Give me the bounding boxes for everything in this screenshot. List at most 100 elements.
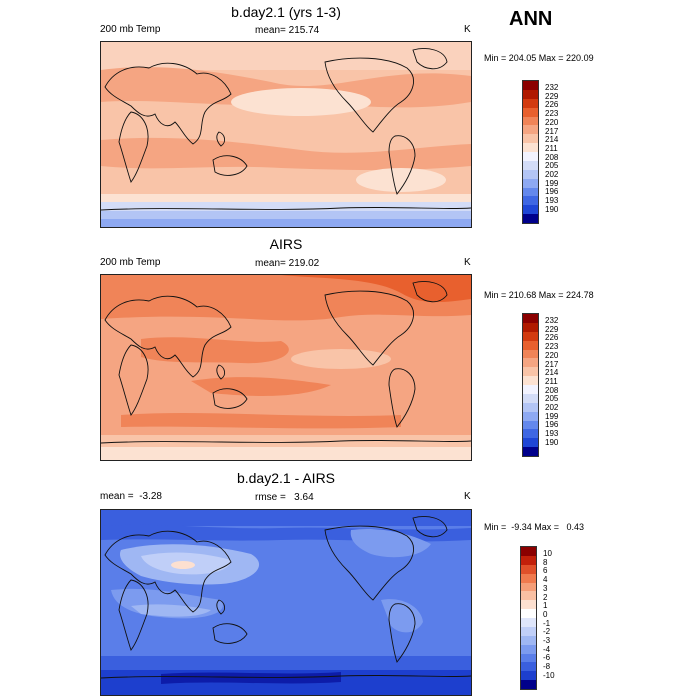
- cbar1-swatch: [523, 214, 538, 223]
- panel2-variable-label: 200 mb Temp: [100, 257, 161, 268]
- cbar2-swatch: [523, 420, 538, 430]
- cbar3-label: -1: [543, 618, 551, 628]
- cbar3-swatch: [521, 626, 536, 636]
- panel2-coastlines: [101, 281, 471, 444]
- cbar3-swatch: [521, 644, 536, 654]
- cbar1-swatch: [523, 98, 538, 108]
- cbar2-swatch: [523, 314, 538, 323]
- cbar3-label: 10: [543, 549, 552, 558]
- panel2-colorbar-labels: 232 229 226 223 220 217 214 211 208 205 …: [545, 316, 575, 448]
- cbar3-swatch: [521, 653, 536, 663]
- panel1-title: b.day2.1 (yrs 1-3): [231, 4, 341, 20]
- panel3-min-max: Min = -9.34 Max = 0.43: [484, 522, 585, 532]
- cbar2-label: 232: [545, 316, 559, 325]
- cbar2-label: 223: [545, 342, 559, 352]
- cbar3-label: 6: [543, 566, 548, 576]
- cbar3-label: 8: [543, 557, 548, 567]
- cbar3-swatch: [521, 609, 536, 618]
- panel1-map: [100, 41, 472, 228]
- panel3-colorbar-labels: 10 8 6 4 3 2 1 0 -1 -2 -3 -4 -6 -8 -10: [543, 549, 573, 681]
- cbar3-swatch: [521, 600, 536, 610]
- cbar2-swatch: [523, 429, 538, 439]
- cbar3-label: -3: [543, 636, 551, 646]
- panel3-coastlines: [101, 516, 471, 679]
- cbar2-label: 226: [545, 333, 559, 343]
- cbar2-label: 202: [545, 403, 559, 413]
- cbar2-label: 211: [545, 376, 558, 386]
- cbar2-swatch: [523, 402, 538, 412]
- cbar2-label: 199: [545, 411, 559, 421]
- cbar1-label: 193: [545, 196, 559, 206]
- cbar1-label: 205: [545, 161, 559, 171]
- cbar2-label: 193: [545, 429, 559, 439]
- cbar1-label: 229: [545, 91, 559, 101]
- cbar1-label: 208: [545, 152, 559, 162]
- cbar3-swatch: [521, 618, 536, 627]
- cbar1-swatch: [523, 152, 538, 161]
- cbar2-label: 205: [545, 394, 559, 404]
- cbar2-swatch: [523, 367, 538, 377]
- panel1-min-max: Min = 204.05 Max = 220.09: [484, 53, 594, 63]
- cbar3-label: 0: [543, 609, 548, 619]
- panel3-units-label: K: [464, 491, 471, 502]
- cbar1-label: 196: [545, 187, 559, 197]
- cbar1-swatch: [523, 89, 538, 99]
- panel2-units-label: K: [464, 257, 471, 268]
- cbar2-swatch: [523, 331, 538, 341]
- cbar3-swatch: [521, 662, 536, 672]
- cbar1-label: 190: [545, 204, 559, 214]
- cbar1-swatch: [523, 205, 538, 215]
- cbar2-label: 190: [545, 437, 559, 447]
- cbar3-swatch: [521, 573, 536, 583]
- panel3-title: b.day2.1 - AIRS: [236, 470, 336, 486]
- cbar3-label: -4: [543, 644, 551, 654]
- cbar2-label: 229: [545, 324, 559, 334]
- cbar3-swatch: [521, 564, 536, 574]
- cbar2-swatch: [523, 393, 538, 403]
- cbar1-swatch: [523, 187, 538, 197]
- cbar1-swatch: [523, 81, 538, 90]
- panel2-min-max: Min = 210.68 Max = 224.78: [484, 290, 594, 300]
- panel1-mean-label: mean= 215.74: [255, 25, 320, 36]
- cbar1-label: 220: [545, 117, 559, 127]
- cbar1-swatch: [523, 125, 538, 135]
- cbar1-swatch: [523, 116, 538, 126]
- panel2-title: AIRS: [269, 236, 303, 252]
- panel1-variable-label: 200 mb Temp: [100, 24, 161, 35]
- cbar2-swatch: [523, 322, 538, 332]
- cbar3-swatch: [521, 555, 536, 565]
- cbar2-swatch: [523, 358, 538, 368]
- cbar2-swatch: [523, 340, 538, 350]
- season-label: ANN: [509, 8, 553, 30]
- cbar2-swatch: [523, 447, 538, 456]
- cbar1-label: 223: [545, 109, 559, 119]
- cbar2-label: 196: [545, 420, 559, 430]
- cbar3-swatch: [521, 635, 536, 645]
- cbar1-label: 202: [545, 170, 559, 180]
- panel3-map: [100, 509, 472, 696]
- cbar1-label: 226: [545, 100, 559, 110]
- cbar1-label: 211: [545, 143, 558, 153]
- panel2-mean-label: mean= 219.02: [255, 258, 320, 269]
- panel1-colorbar-labels: 232 229 226 223 220 217 214 211 208 205 …: [545, 83, 575, 215]
- panel3-colorbar: [520, 546, 537, 690]
- cbar3-label: 4: [543, 575, 548, 585]
- cbar1-swatch: [523, 169, 538, 179]
- cbar1-swatch: [523, 196, 538, 206]
- cbar3-swatch: [521, 591, 536, 601]
- cbar2-swatch: [523, 349, 538, 359]
- cbar2-label: 214: [545, 368, 559, 378]
- cbar2-label: 220: [545, 350, 559, 360]
- cbar2-swatch: [523, 411, 538, 421]
- panel1-colorbar: [522, 80, 539, 224]
- cbar3-label: 2: [543, 592, 548, 602]
- panel3-rmse-label: rmse = 3.64: [255, 492, 314, 503]
- panel2-contour-fill: [101, 275, 471, 460]
- panel2-map: [100, 274, 472, 461]
- cbar3-label: -8: [543, 662, 551, 672]
- panel1-units-label: K: [464, 24, 471, 35]
- cbar1-swatch: [523, 107, 538, 117]
- panel3-contour-fill: [101, 510, 471, 695]
- cbar3-swatch: [521, 680, 536, 689]
- cbar1-label: 214: [545, 135, 559, 145]
